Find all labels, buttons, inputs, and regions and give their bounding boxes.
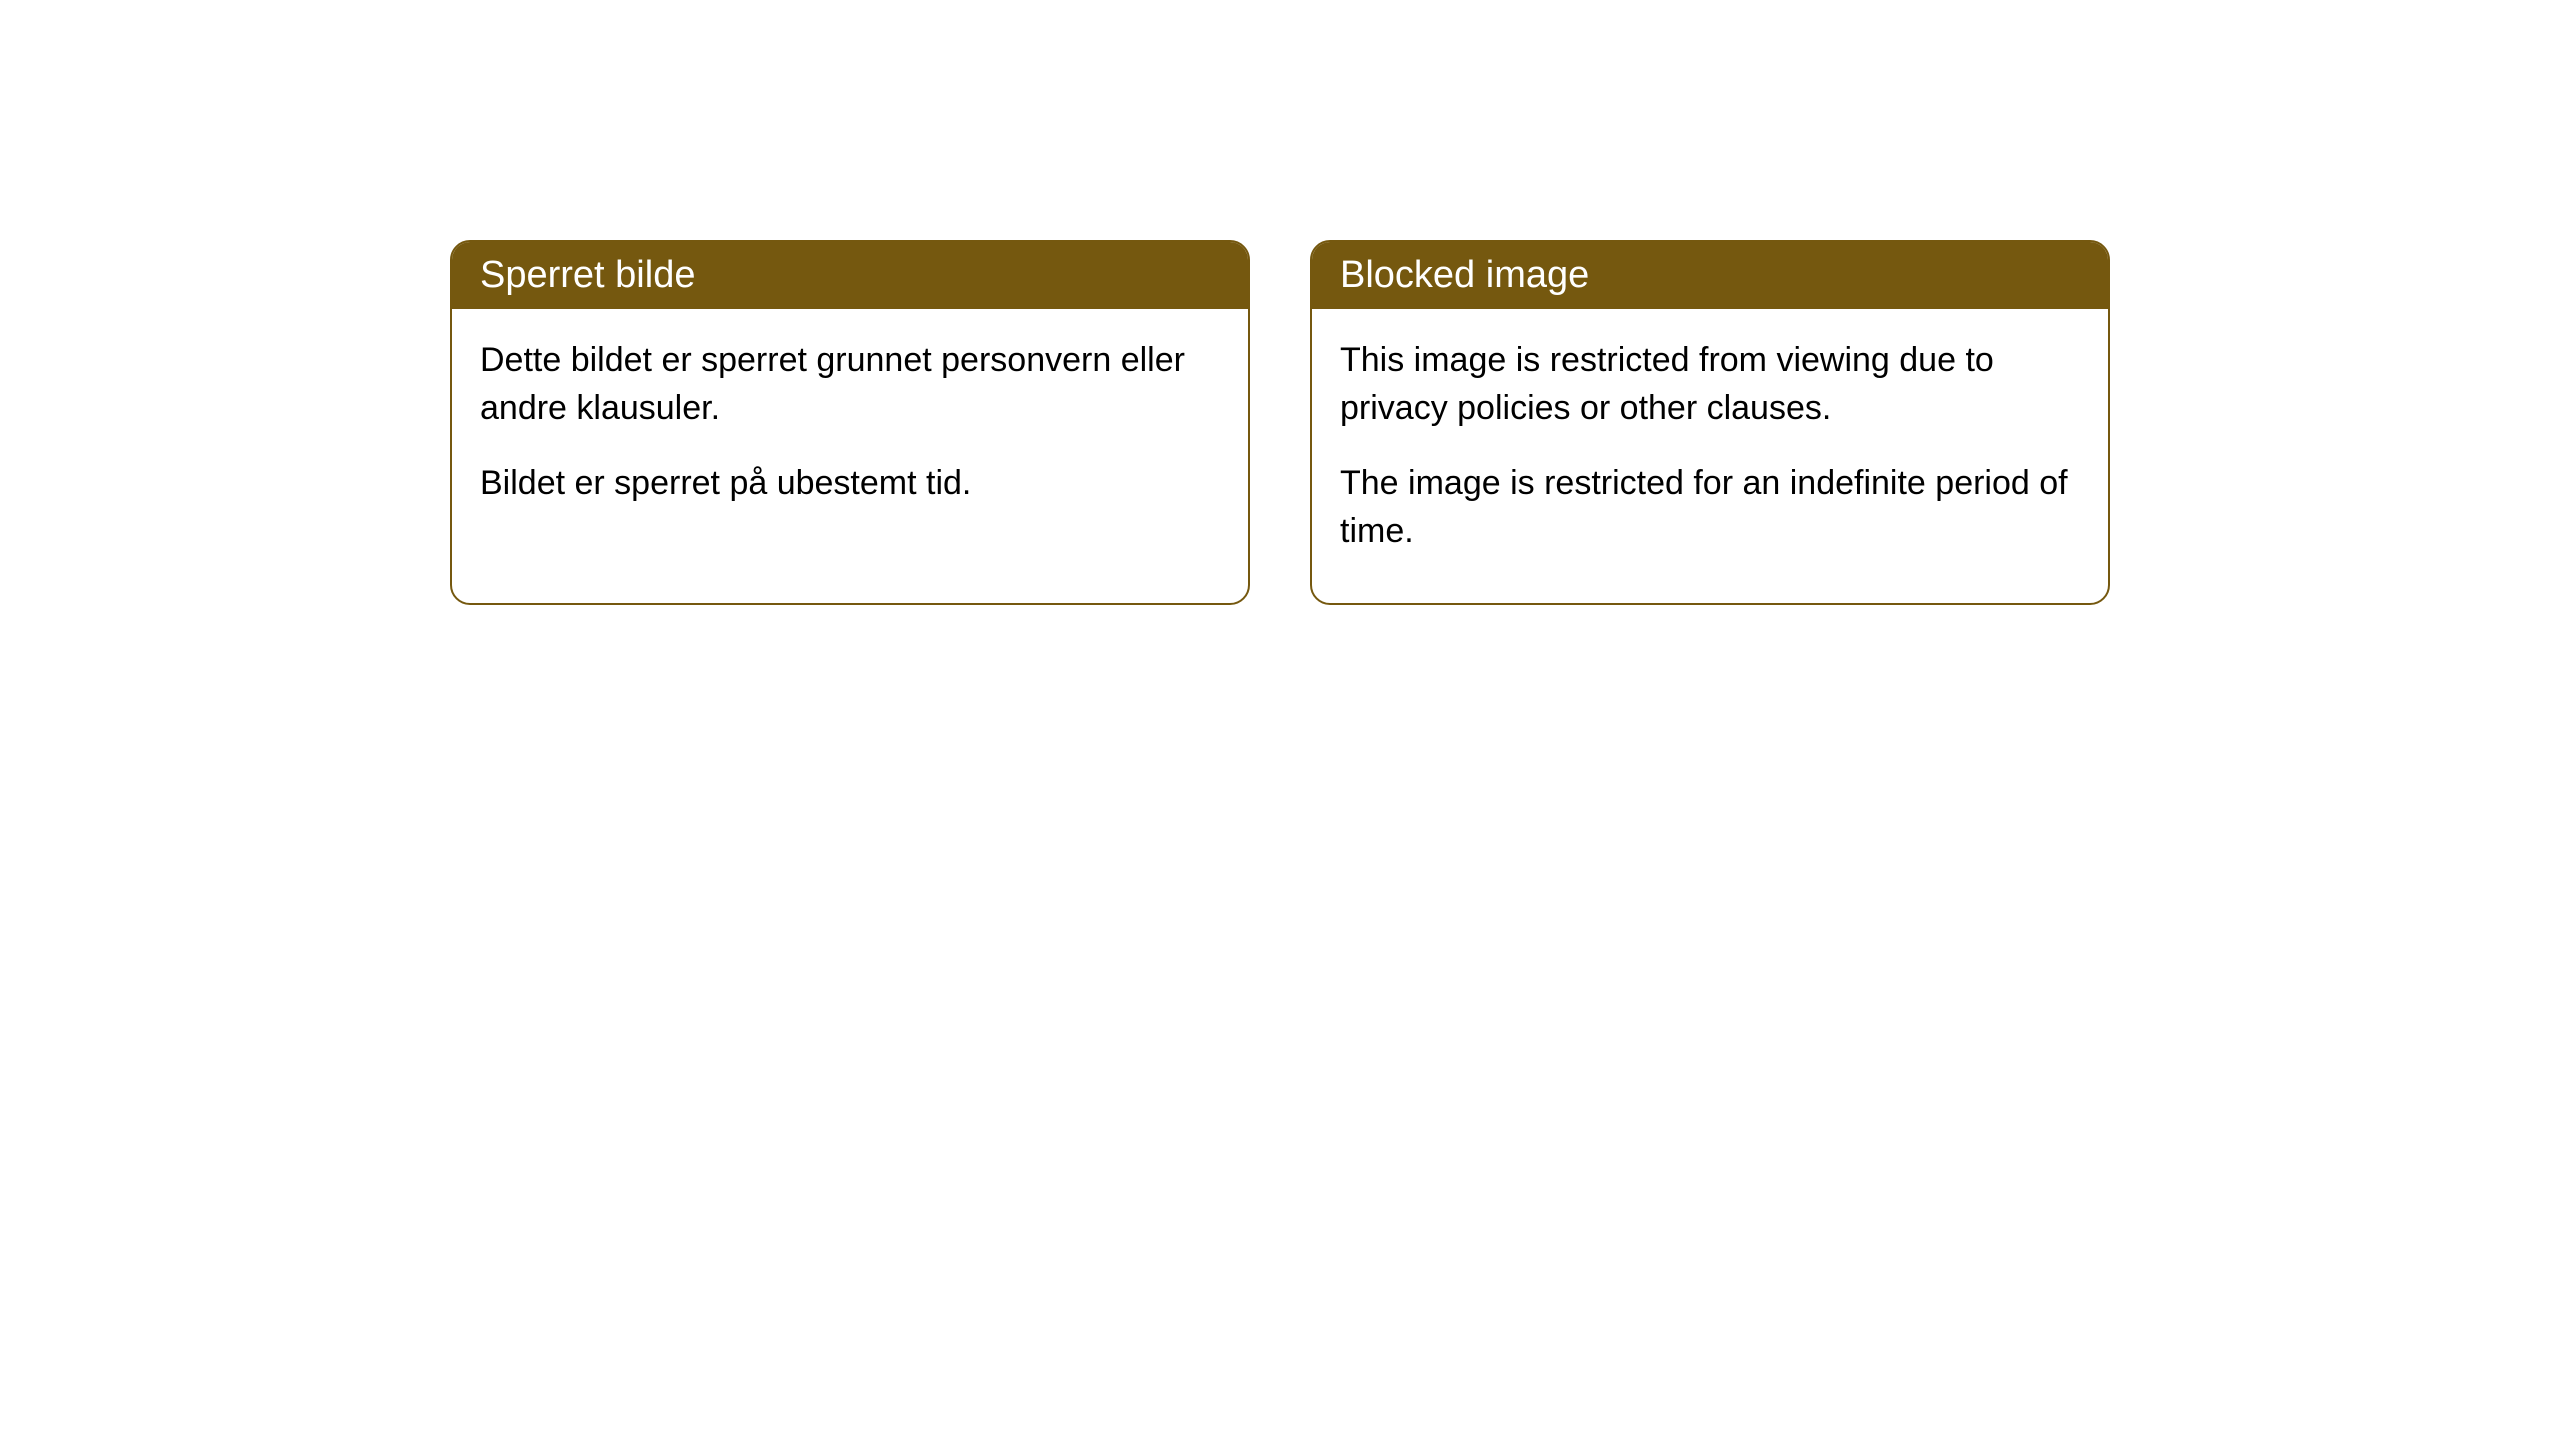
card-title: Sperret bilde bbox=[480, 254, 695, 296]
card-header: Sperret bilde bbox=[452, 242, 1248, 309]
notice-card-english: Blocked image This image is restricted f… bbox=[1310, 240, 2110, 605]
card-paragraph: Bildet er sperret på ubestemt tid. bbox=[480, 460, 1220, 508]
card-paragraph: This image is restricted from viewing du… bbox=[1340, 337, 2080, 432]
notice-cards-container: Sperret bilde Dette bildet er sperret gr… bbox=[450, 240, 2110, 605]
notice-card-norwegian: Sperret bilde Dette bildet er sperret gr… bbox=[450, 240, 1250, 605]
card-paragraph: Dette bildet er sperret grunnet personve… bbox=[480, 337, 1220, 432]
card-body: This image is restricted from viewing du… bbox=[1312, 309, 2108, 603]
card-header: Blocked image bbox=[1312, 242, 2108, 309]
card-title: Blocked image bbox=[1340, 254, 1589, 296]
card-body: Dette bildet er sperret grunnet personve… bbox=[452, 309, 1248, 556]
card-paragraph: The image is restricted for an indefinit… bbox=[1340, 460, 2080, 555]
